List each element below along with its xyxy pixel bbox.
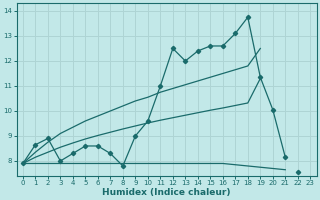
X-axis label: Humidex (Indice chaleur): Humidex (Indice chaleur)	[102, 188, 231, 197]
